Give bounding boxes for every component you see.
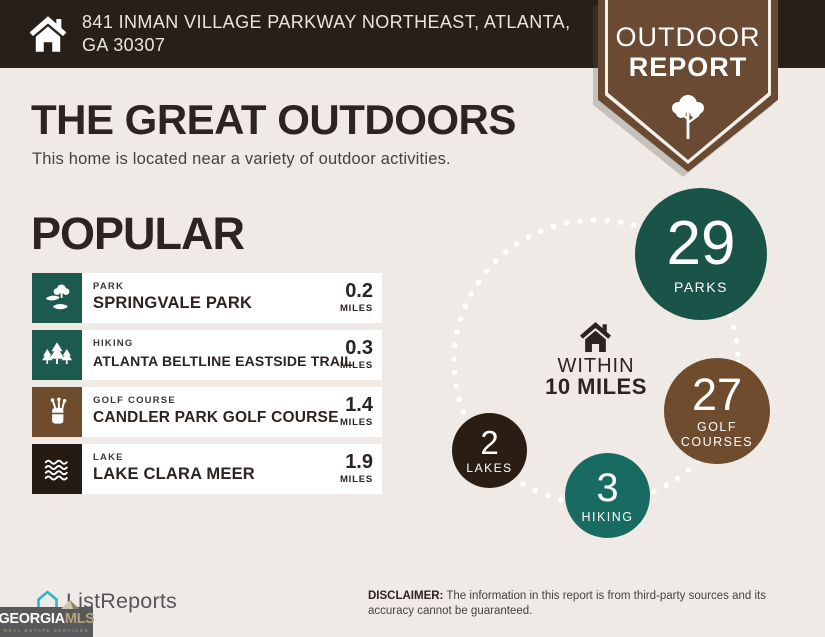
item-distance: 1.9: [345, 451, 373, 473]
list-item-hiking: HIKING ATLANTA BELTLINE EASTSIDE TRAIL 0…: [32, 330, 382, 380]
outdoor-report-badge: OUTDOOR REPORT: [598, 0, 778, 172]
item-name: SPRINGVALE PARK: [93, 294, 253, 312]
mls-text: MLS: [64, 610, 95, 627]
mls-tagline: REAL ESTATE SERVICES: [3, 627, 90, 633]
page-title: THE GREAT OUTDOORS: [31, 96, 516, 143]
park-icon: [45, 284, 70, 310]
item-distance: 0.2: [345, 280, 373, 302]
golf-tile: [32, 387, 82, 437]
home-icon: [29, 16, 67, 52]
hiking-count: 3: [596, 465, 619, 510]
list-item-lake: LAKE LAKE CLARA MEER 1.9 MILES: [32, 444, 382, 494]
item-unit: MILES: [339, 303, 373, 314]
item-name: CANDLER PARK GOLF COURSE: [93, 409, 339, 426]
georgia-mls-logo: GEORGIAMLS REAL ESTATE SERVICES: [0, 600, 95, 637]
item-name: ATLANTA BELTLINE EASTSIDE TRAIL: [93, 353, 353, 369]
page-subtitle: This home is located near a variety of o…: [32, 150, 451, 168]
item-unit: MILES: [339, 474, 373, 485]
stat-circle-lakes: 2 LAKES: [452, 413, 527, 488]
parks-label: PARKS: [674, 279, 728, 295]
park-tile: [32, 273, 82, 323]
badge-title-line2: REPORT: [628, 52, 748, 82]
item-category: LAKE: [93, 452, 124, 463]
item-distance: 0.3: [345, 337, 373, 359]
within-label: WITHIN: [557, 355, 635, 377]
badge-title-line1: OUTDOOR: [615, 22, 761, 52]
tree-icon: [672, 95, 704, 139]
house-icon: [579, 321, 612, 353]
lakes-label: LAKES: [466, 461, 513, 475]
item-distance: 1.4: [345, 394, 373, 416]
popular-list: PARK SPRINGVALE PARK 0.2 MILES: [32, 273, 382, 501]
property-address: 841 INMAN VILLAGE PARKWAY NORTHEAST, ATL…: [82, 12, 571, 55]
radius-label: 10 MILES: [545, 374, 647, 399]
item-unit: MILES: [339, 417, 373, 428]
mls-roof-icon: [61, 600, 79, 609]
stat-circle-golf-courses: 27 GOLF COURSES: [664, 358, 770, 464]
lake-icon: [44, 459, 68, 481]
hiking-icon: [42, 342, 72, 364]
parks-count: 29: [666, 209, 736, 278]
item-category: GOLF COURSE: [93, 395, 176, 406]
disclaimer-label: DISCLAIMER:: [368, 590, 444, 602]
item-name: LAKE CLARA MEER: [93, 465, 255, 483]
golf-count: 27: [691, 369, 743, 420]
popular-heading: POPULAR: [31, 208, 245, 259]
item-category: PARK: [93, 281, 125, 292]
item-unit: MILES: [339, 360, 373, 371]
stat-circle-parks: 29 PARKS: [635, 188, 767, 320]
golf-icon: [50, 397, 67, 424]
hiking-label: HIKING: [581, 509, 634, 524]
disclaimer-text: DISCLAIMER: The information in this repo…: [368, 590, 766, 617]
list-item-golf: GOLF COURSE CANDLER PARK GOLF COURSE 1.4…: [32, 387, 382, 437]
stat-circle-hiking: 3 HIKING: [565, 453, 650, 538]
lakes-count: 2: [480, 424, 499, 461]
item-category: HIKING: [93, 338, 134, 349]
golf-label: GOLF COURSES: [680, 420, 754, 449]
hiking-tile: [32, 330, 82, 380]
lake-tile: [32, 444, 82, 494]
list-item-park: PARK SPRINGVALE PARK 0.2 MILES: [32, 273, 382, 323]
mls-georgia-text: GEORGIA: [0, 610, 65, 627]
